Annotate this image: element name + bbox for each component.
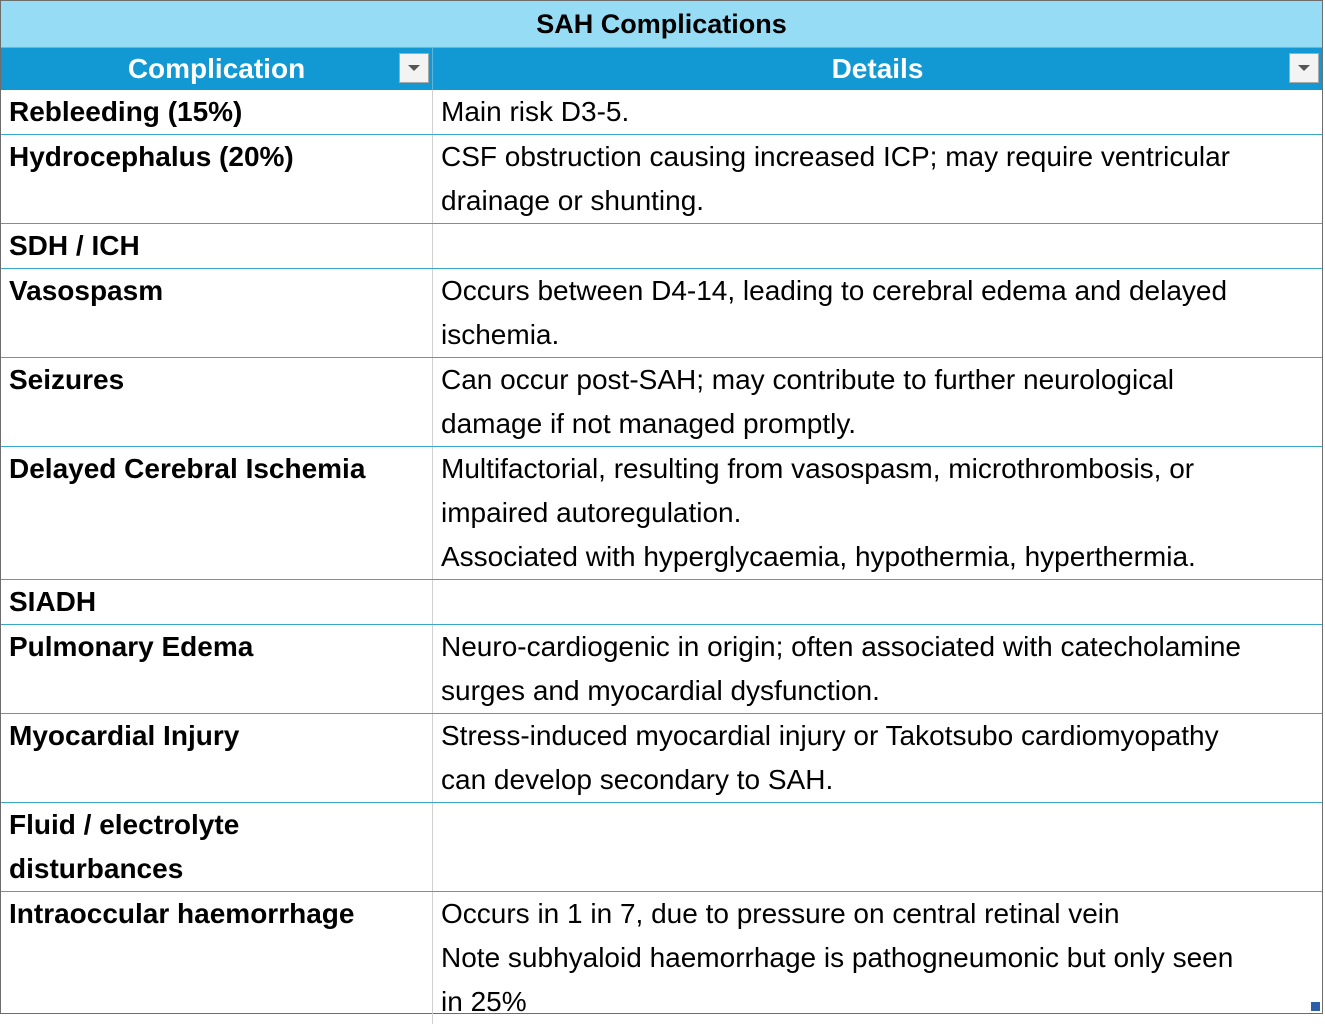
details-cell[interactable] [433,580,1322,624]
table-row: Vasospasm Occurs between D4-14, leading t… [1,269,1322,358]
column-header-complication-label: Complication [127,53,306,84]
details-cell[interactable]: Multifactorial, resulting from vasospasm… [441,453,1196,572]
complication-cell[interactable]: Seizures [1,358,433,446]
details-cell[interactable]: Occurs in 1 in 7, due to pressure on cen… [441,898,1234,1017]
filter-dropdown-complication-button[interactable] [399,53,429,83]
details-cell[interactable]: Can occur post-SAH; may contribute to fu… [441,364,1175,439]
complication-cell[interactable]: Hydrocephalus (20%) [1,135,433,223]
table-row: Hydrocephalus (20%) CSF obstruction causi… [1,135,1322,224]
column-header-complication: Complication [1,48,433,90]
column-header-details: Details [433,48,1322,90]
details-cell[interactable] [433,803,1322,891]
details-cell[interactable]: Main risk D3-5. [441,96,630,127]
complication-cell[interactable]: Myocardial Injury [1,714,433,802]
table-row: Intraoccular haemorrhage Occurs in 1 in 7… [1,892,1322,1024]
details-cell[interactable]: CSF obstruction causing increased ICP; m… [441,141,1231,216]
details-cell[interactable]: Occurs between D4-14, leading to cerebra… [441,275,1228,350]
filter-dropdown-icon [1298,65,1310,71]
complication-cell[interactable]: Rebleeding (15%) [1,90,433,134]
details-cell[interactable]: Neuro-cardiogenic in origin; often assoc… [441,631,1241,706]
table-row: Pulmonary Edema Neuro-cardiogenic in orig… [1,625,1322,714]
table-row: SIADH [1,580,1322,625]
complication-cell[interactable]: SIADH [1,580,433,624]
filter-dropdown-icon [408,65,420,71]
header-row: Complication Details [1,48,1322,90]
complication-cell[interactable]: Fluid / electrolyte disturbances [1,803,433,891]
details-cell[interactable]: Stress-induced myocardial injury or Tako… [441,720,1219,795]
filter-dropdown-details-button[interactable] [1289,53,1319,83]
complication-cell[interactable]: Delayed Cerebral Ischemia [1,447,433,579]
table-row: SDH / ICH [1,224,1322,269]
complication-cell[interactable]: SDH / ICH [1,224,433,268]
complication-cell[interactable]: Vasospasm [1,269,433,357]
table-row: Rebleeding (15%) Main risk D3-5. [1,90,1322,135]
table-row: Seizures Can occur post-SAH; may contribu… [1,358,1322,447]
details-cell[interactable] [433,224,1322,268]
table-row: Fluid / electrolyte disturbances [1,803,1322,892]
table-body: Rebleeding (15%) Main risk D3-5. Hydroceph… [1,90,1322,1024]
complication-cell[interactable]: Intraoccular haemorrhage [1,892,433,1024]
table-row: Myocardial Injury Stress-induced myocardi… [1,714,1322,803]
column-header-details-label: Details [831,53,924,84]
table-title: SAH Complications [1,1,1322,48]
complication-cell[interactable]: Pulmonary Edema [1,625,433,713]
table-resize-handle-icon[interactable] [1311,1002,1320,1011]
table-row: Delayed Cerebral Ischemia Multifactorial,… [1,447,1322,580]
